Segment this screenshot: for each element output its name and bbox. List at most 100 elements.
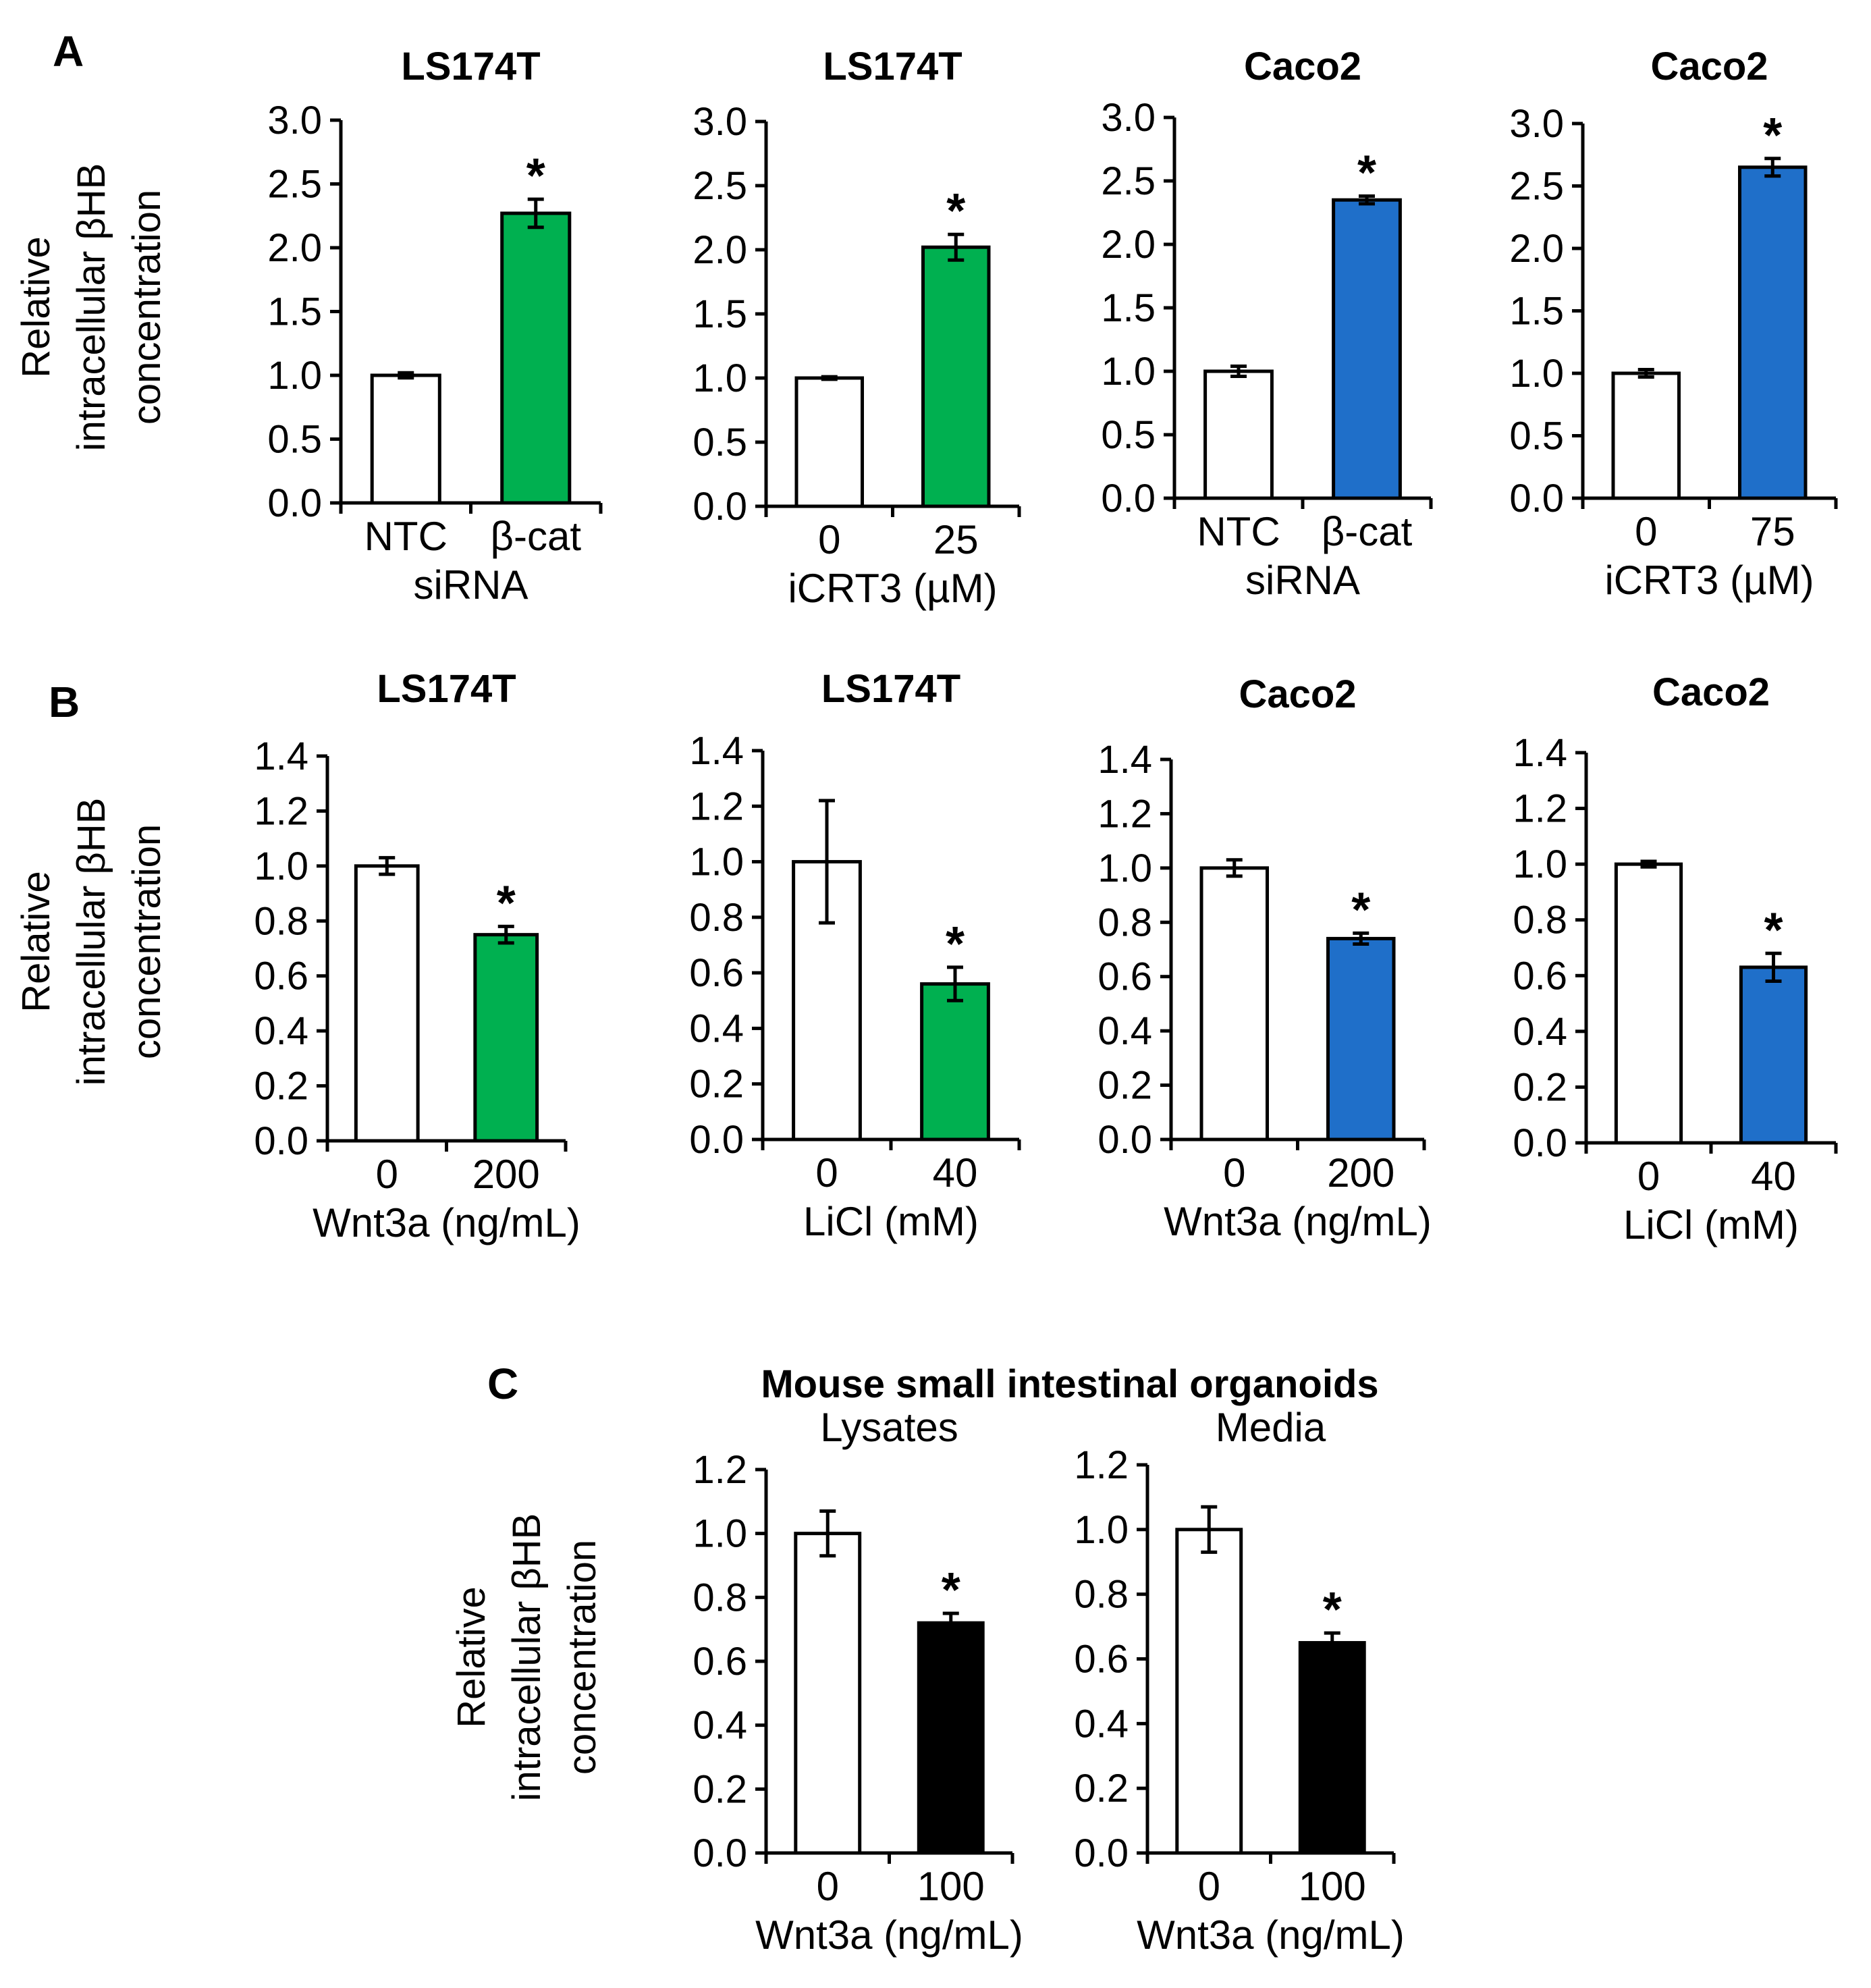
y-tick-label: 0.4 <box>693 1704 747 1748</box>
y-tick-label: 1.2 <box>689 784 744 828</box>
category-label: 40 <box>933 1150 978 1196</box>
x-axis-label: iCRT3 (µM) <box>1604 558 1814 603</box>
bar-1 <box>794 376 864 508</box>
y-tick-label: 1.0 <box>1509 352 1564 396</box>
y-tick-label: 0.8 <box>1074 1573 1129 1617</box>
panel-label-a: A <box>53 27 84 76</box>
y-tick-label: 0.8 <box>254 899 308 943</box>
y-tick-label: 0.2 <box>254 1065 308 1108</box>
y-axis-label-line: concentration <box>125 824 169 1059</box>
y-tick-label: 0.5 <box>1101 413 1156 457</box>
y-tick-label: 0.2 <box>1074 1767 1129 1810</box>
x-axis-label: iCRT3 (µM) <box>788 566 997 611</box>
category-label: NTC <box>1197 509 1280 554</box>
chart-title: Caco2 <box>1239 672 1356 716</box>
y-tick-label: 0.2 <box>1097 1064 1152 1108</box>
y-tick-label: 0.5 <box>693 421 747 464</box>
panel-label-b: B <box>49 678 80 726</box>
y-tick-label: 1.0 <box>693 356 747 400</box>
y-tick-label: 0.4 <box>1513 1010 1567 1054</box>
bar-2 <box>917 1621 985 1855</box>
bar-2 <box>920 982 990 1141</box>
chart-title: LS174T <box>821 667 960 711</box>
significance-star: * <box>942 1563 960 1617</box>
bar-2 <box>500 211 572 505</box>
bar-1 <box>354 864 420 1143</box>
bar-2 <box>1298 1641 1366 1855</box>
bar-2 <box>1739 965 1808 1145</box>
y-tick-label: 0.0 <box>1509 477 1564 520</box>
category-label: 0 <box>376 1152 398 1197</box>
category-label: 0 <box>817 1864 839 1909</box>
y-tick-label: 1.4 <box>689 729 744 773</box>
y-tick-label: 3.0 <box>693 100 747 144</box>
y-tick-label: 1.2 <box>1097 792 1152 836</box>
y-tick-label: 2.0 <box>1101 223 1156 267</box>
category-label: NTC <box>364 514 448 559</box>
category-label: β-cat <box>490 514 581 559</box>
category-label: 0 <box>1198 1864 1220 1909</box>
y-tick-label: 1.0 <box>693 1512 747 1556</box>
bar-1 <box>370 373 441 505</box>
category-label: 200 <box>1327 1150 1394 1196</box>
y-tick-label: 1.2 <box>1513 787 1567 831</box>
y-tick-label: 0.0 <box>254 1119 308 1163</box>
y-tick-label: 1.0 <box>1513 842 1567 886</box>
y-tick-label: 1.2 <box>1074 1443 1129 1487</box>
x-axis-label: Wnt3a (ng/mL) <box>313 1200 580 1245</box>
y-tick-label: 0.8 <box>1097 901 1152 944</box>
bar-1 <box>1203 369 1274 500</box>
y-axis-label-line: Relative <box>14 236 58 378</box>
bar-2 <box>1332 198 1402 500</box>
y-tick-label: 0.6 <box>689 951 744 995</box>
y-axis-label-line: intracellular βHB <box>505 1513 549 1802</box>
y-tick-label: 0.5 <box>1509 414 1564 458</box>
y-tick-label: 3.0 <box>1509 102 1564 146</box>
y-tick-label: 0.2 <box>693 1767 747 1811</box>
x-axis-label: Wnt3a (ng/mL) <box>755 1912 1023 1958</box>
y-tick-label: 1.5 <box>693 292 747 336</box>
bar-1 <box>794 1532 862 1855</box>
y-tick-label: 2.0 <box>693 228 747 272</box>
y-axis-label-line: intracellular βHB <box>70 163 113 452</box>
category-label: 100 <box>917 1864 985 1909</box>
y-tick-label: 0.4 <box>1097 1009 1152 1053</box>
y-tick-label: 0.0 <box>267 481 322 525</box>
y-tick-label: 3.0 <box>267 99 322 142</box>
y-tick-label: 0.2 <box>1513 1065 1567 1109</box>
y-tick-label: 0.4 <box>689 1006 744 1050</box>
y-tick-label: 2.0 <box>267 226 322 270</box>
significance-star: * <box>1357 146 1376 200</box>
y-tick-label: 1.0 <box>1101 350 1156 394</box>
bar-2 <box>921 245 991 508</box>
significance-star: * <box>946 917 965 971</box>
x-axis-label: siRNA <box>413 562 528 608</box>
y-tick-label: 0.0 <box>1097 1118 1152 1162</box>
y-tick-label: 1.0 <box>1074 1508 1129 1552</box>
y-axis-label-line: intracellular βHB <box>70 798 113 1086</box>
category-label: 100 <box>1299 1864 1366 1909</box>
y-tick-label: 0.2 <box>689 1063 744 1106</box>
y-axis-label-row-c: Relative intracellular βHB concentration <box>450 1513 604 1802</box>
bar-1 <box>1175 1528 1243 1855</box>
bar-2 <box>1326 936 1396 1141</box>
x-axis-label: Wnt3a (ng/mL) <box>1137 1912 1405 1958</box>
x-axis-label: Wnt3a (ng/mL) <box>1164 1199 1432 1244</box>
y-tick-label: 2.5 <box>267 163 322 207</box>
y-tick-label: 0.4 <box>254 1009 308 1053</box>
row-c-title: Mouse small intestinal organoids <box>761 1362 1378 1406</box>
category-label: 40 <box>1751 1154 1796 1199</box>
category-label: 0 <box>815 1150 838 1196</box>
significance-star: * <box>1323 1583 1342 1637</box>
y-tick-label: 0.5 <box>267 418 322 462</box>
category-label: 0 <box>1635 509 1657 554</box>
